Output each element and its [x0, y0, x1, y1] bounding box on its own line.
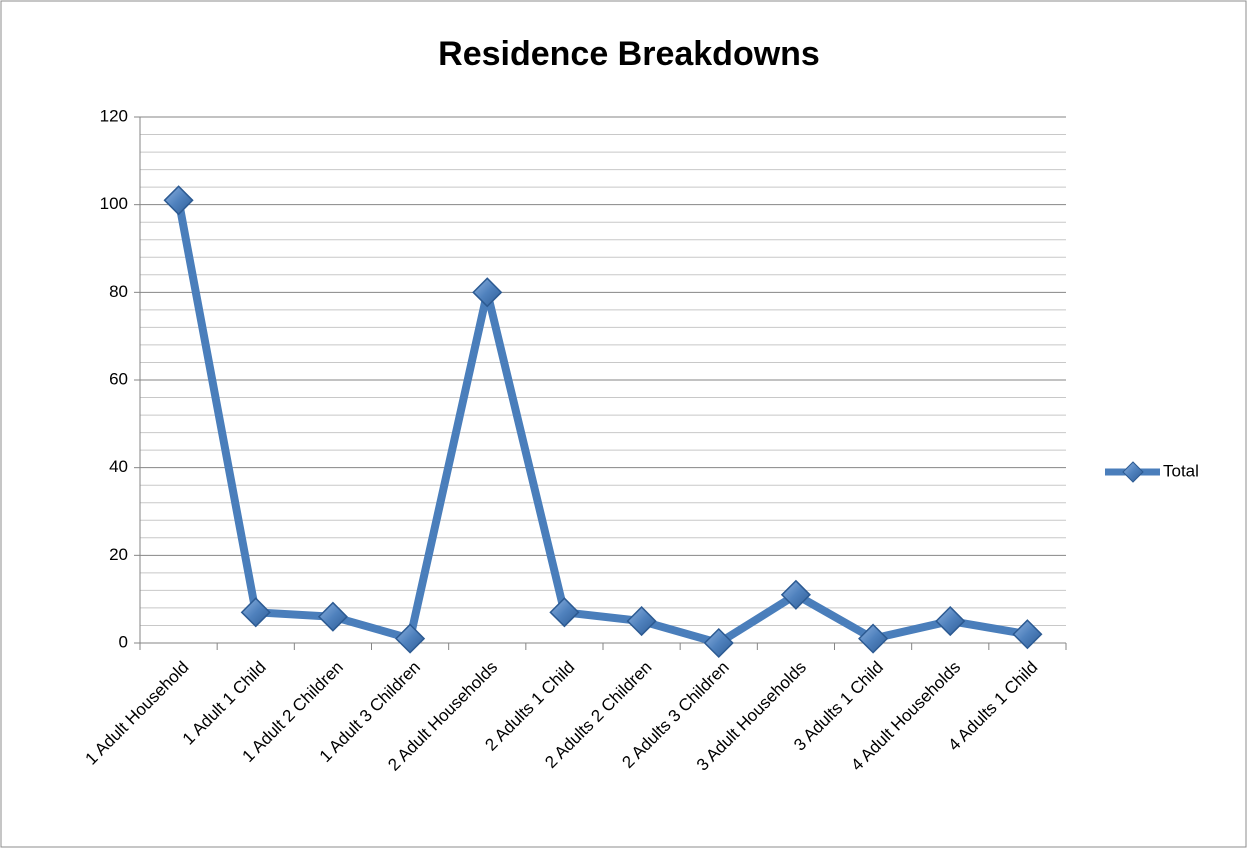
data-point [626, 606, 657, 637]
y-tick-label: 100 [100, 194, 128, 213]
y-tick-label: 80 [109, 282, 128, 301]
data-point [240, 597, 271, 628]
data-point [703, 627, 734, 659]
data-point [935, 606, 966, 637]
data-point [472, 277, 503, 308]
y-tick-label: 20 [109, 545, 128, 564]
legend-label: Total [1163, 461, 1199, 480]
data-point [549, 597, 580, 628]
chart-title: Residence Breakdowns [438, 35, 820, 73]
data-point [780, 579, 811, 610]
legend-marker [1122, 461, 1144, 483]
y-tick-label: 40 [109, 457, 128, 476]
data-point [317, 601, 348, 632]
y-tick-label: 120 [100, 106, 128, 125]
y-tick-label: 60 [109, 369, 128, 388]
data-point [1012, 619, 1043, 650]
data-point [858, 623, 889, 654]
data-point [163, 185, 194, 216]
legend-item: Total [1105, 461, 1199, 483]
data-point [395, 623, 426, 654]
y-tick-label: 0 [119, 632, 128, 651]
